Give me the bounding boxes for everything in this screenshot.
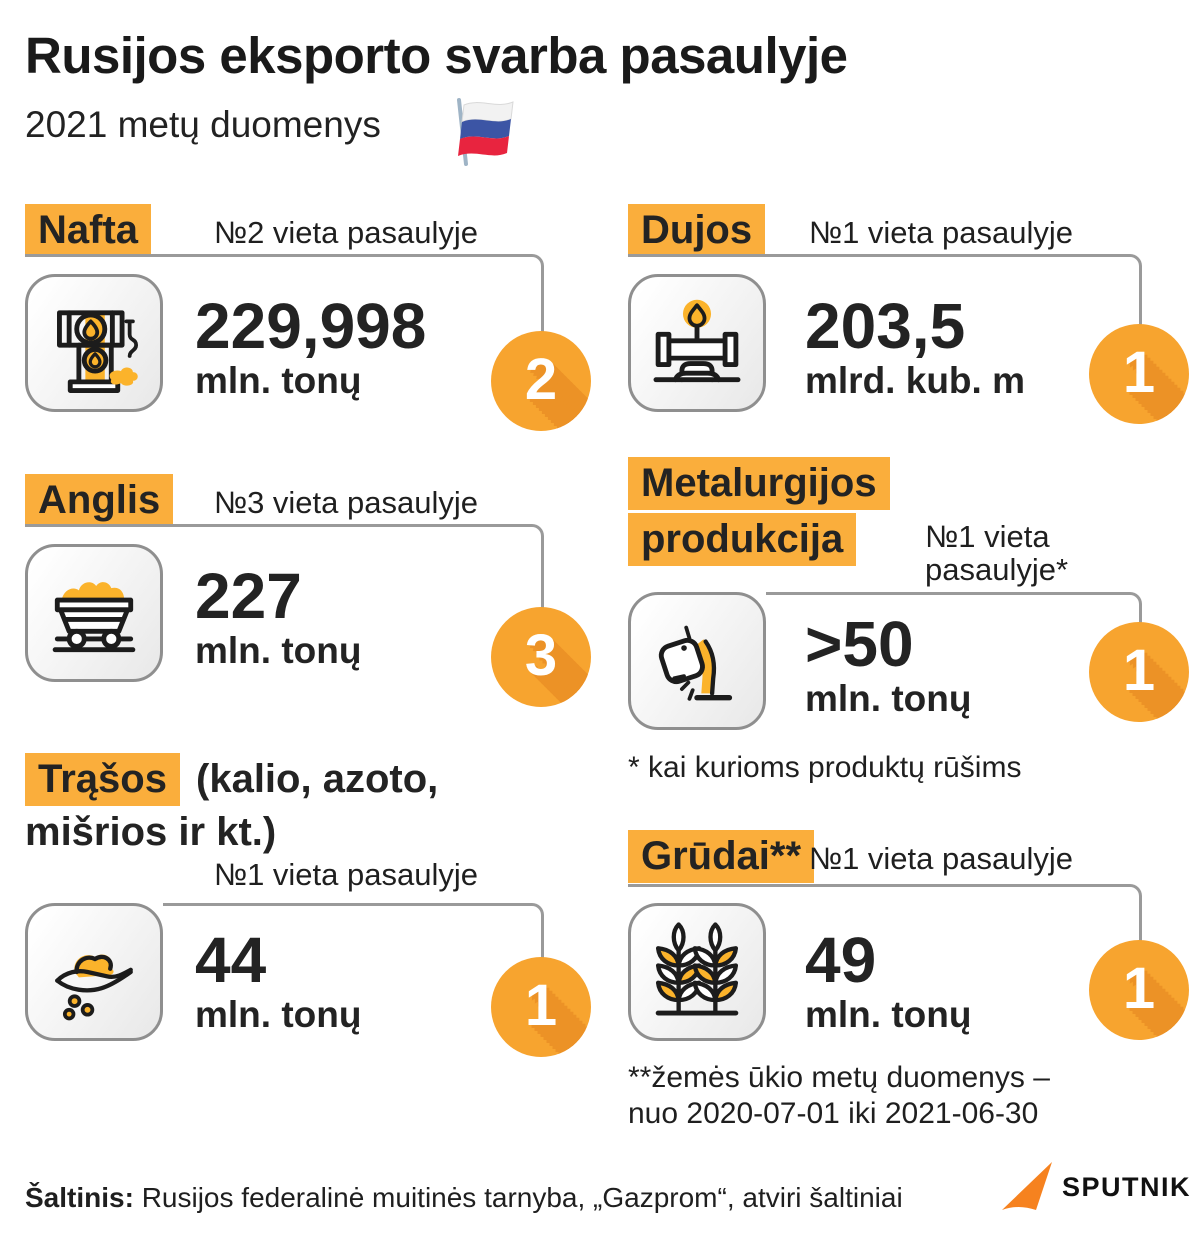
rank-badge-metalurgija: 1 <box>1089 622 1189 722</box>
molten-metal-icon <box>628 592 766 730</box>
section-title-anglis: Anglis <box>25 474 174 527</box>
connector-line <box>25 524 544 610</box>
section-title-nafta: Nafta <box>25 204 152 257</box>
russian-flag-icon <box>449 96 525 166</box>
value-trasos: 44 <box>195 924 267 996</box>
rank-badge-dujos: 1 <box>1089 324 1189 424</box>
source-line: Šaltinis: Rusijos federalinė muitinės ta… <box>25 1182 903 1214</box>
rank-label-metalurgija-line2: pasaulyje* <box>925 552 1069 587</box>
rank-number: 1 <box>1122 956 1156 1021</box>
connector-line <box>628 254 1142 327</box>
section-title-label: Trąšos <box>38 757 167 801</box>
connector-line <box>25 254 544 334</box>
rank-label-anglis: №3 vieta pasaulyje <box>213 485 478 520</box>
rank-badge-nafta: 2 <box>491 331 591 431</box>
hand-seeds-icon <box>25 903 163 1041</box>
connector-line <box>628 884 1142 943</box>
oil-pump-icon <box>25 274 163 412</box>
unit-anglis: mln. tonų <box>195 630 362 671</box>
coal-cart-icon <box>25 544 163 682</box>
rank-label-nafta: №2 vieta pasaulyje <box>213 215 478 250</box>
value-dujos: 203,5 <box>805 290 966 362</box>
section-title-label: Metalurgijos <box>641 461 877 505</box>
connector-line <box>766 592 1142 625</box>
rank-number: 1 <box>524 973 558 1038</box>
wheat-icon <box>628 903 766 1041</box>
value-nafta: 229,998 <box>195 290 427 362</box>
section-title-dujos: Dujos <box>628 204 766 257</box>
connector-line <box>163 903 544 960</box>
value-grudai: 49 <box>805 924 877 996</box>
page-subtitle: 2021 metų duomenys <box>25 104 381 145</box>
sputnik-logo-text: SPUTNIK <box>1062 1172 1192 1202</box>
section-title-label: Dujos <box>641 208 753 252</box>
footnote-metalurgija: * kai kurioms produktų rūšims <box>628 751 1022 784</box>
rank-number: 3 <box>524 623 558 688</box>
rank-label-trasos: №1 vieta pasaulyje <box>213 857 478 892</box>
rank-number: 1 <box>1122 340 1156 405</box>
section-title-metalurgija-line2: produkcija <box>628 513 857 566</box>
section-title-trasos: Trąšos <box>25 753 180 806</box>
rank-label-grudai: №1 vieta pasaulyje <box>808 841 1073 876</box>
unit-metalurgija: mln. tonų <box>805 678 972 719</box>
section-title-trasos-suffix1: (kalio, azoto, <box>196 757 439 801</box>
value-anglis: 227 <box>195 560 302 632</box>
rank-number: 1 <box>1122 638 1156 703</box>
unit-nafta: mln. tonų <box>195 360 362 401</box>
value-metalurgija: >50 <box>805 608 914 680</box>
rank-number: 2 <box>524 347 558 412</box>
page-title: Rusijos eksporto svarba pasaulyje <box>25 27 848 84</box>
rank-badge-grudai: 1 <box>1089 940 1189 1040</box>
section-title-label: Anglis <box>38 478 161 522</box>
source-label: Šaltinis: <box>25 1182 134 1213</box>
section-title-label: produkcija <box>641 517 844 561</box>
section-title-trasos-suffix2: mišrios ir kt.) <box>25 810 277 854</box>
section-title-metalurgija-line1: Metalurgijos <box>628 457 890 510</box>
source-text: Rusijos federalinė muitinės tarnyba, „Ga… <box>133 1182 903 1213</box>
section-title-grudai: Grūdai** <box>628 830 815 883</box>
rank-label-metalurgija-line1: №1 vieta <box>925 519 1050 554</box>
section-title-label: Nafta <box>38 208 139 252</box>
section-title-label: Grūdai** <box>641 834 802 878</box>
gas-pipeline-icon <box>628 274 766 412</box>
footnote-grudai-line1: **žemės ūkio metų duomenys – <box>628 1061 1050 1094</box>
rank-badge-trasos: 1 <box>491 957 591 1057</box>
footnote-grudai-line2: nuo 2020-07-01 iki 2021-06-30 <box>628 1097 1039 1130</box>
sputnik-logo-icon <box>1000 1160 1056 1212</box>
rank-badge-anglis: 3 <box>491 607 591 707</box>
rank-label-dujos: №1 vieta pasaulyje <box>808 215 1073 250</box>
unit-trasos: mln. tonų <box>195 994 362 1035</box>
unit-grudai: mln. tonų <box>805 994 972 1035</box>
unit-dujos: mlrd. kub. m <box>805 360 1025 401</box>
